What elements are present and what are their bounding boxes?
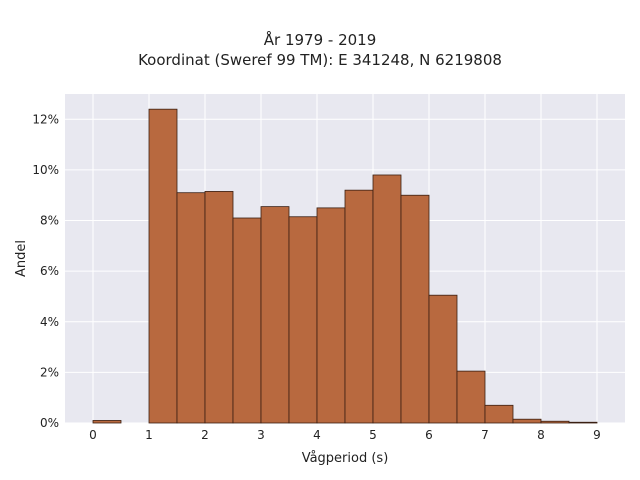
x-tick-label: 1 (145, 428, 153, 442)
x-tick-label: 9 (593, 428, 601, 442)
x-tick-label: 7 (481, 428, 489, 442)
histogram-bar (288, 216, 318, 424)
y-tick-label: 0% (40, 416, 59, 430)
histogram-bar (540, 420, 570, 424)
chart-subtitle: Koordinat (Sweref 99 TM): E 341248, N 62… (138, 51, 502, 69)
x-tick-label: 4 (313, 428, 321, 442)
y-axis-label: Andel (14, 240, 29, 277)
histogram-bar (148, 108, 178, 424)
x-tick-label: 6 (425, 428, 433, 442)
histogram-bar (428, 294, 458, 424)
histogram-bar (260, 206, 290, 424)
histogram-bar (176, 192, 206, 424)
x-tick-label: 2 (201, 428, 209, 442)
y-tick-label: 10% (32, 163, 59, 177)
histogram-bar (512, 418, 542, 424)
y-tick-label: 12% (32, 112, 59, 126)
histogram-bar (204, 191, 234, 424)
x-axis-label: Vågperiod (s) (302, 451, 389, 466)
x-tick-label: 0 (89, 428, 97, 442)
histogram-bar (344, 189, 374, 424)
histogram-bar (568, 421, 598, 424)
y-tick-label: 8% (40, 214, 59, 228)
chart-title: År 1979 - 2019 (263, 31, 377, 49)
histogram-bar (316, 207, 346, 424)
x-tick-label: 3 (257, 428, 265, 442)
histogram-bar (484, 404, 514, 424)
y-tick-label: 6% (40, 264, 59, 278)
histogram-bar (92, 420, 122, 424)
histogram-bar (232, 217, 262, 424)
x-tick-label: 8 (537, 428, 545, 442)
x-tick-label: 5 (369, 428, 377, 442)
y-tick-label: 2% (40, 365, 59, 379)
y-tick-label: 4% (40, 315, 59, 329)
histogram-bar (372, 174, 402, 424)
histogram-bar (456, 370, 486, 424)
histogram-bar (400, 194, 430, 424)
